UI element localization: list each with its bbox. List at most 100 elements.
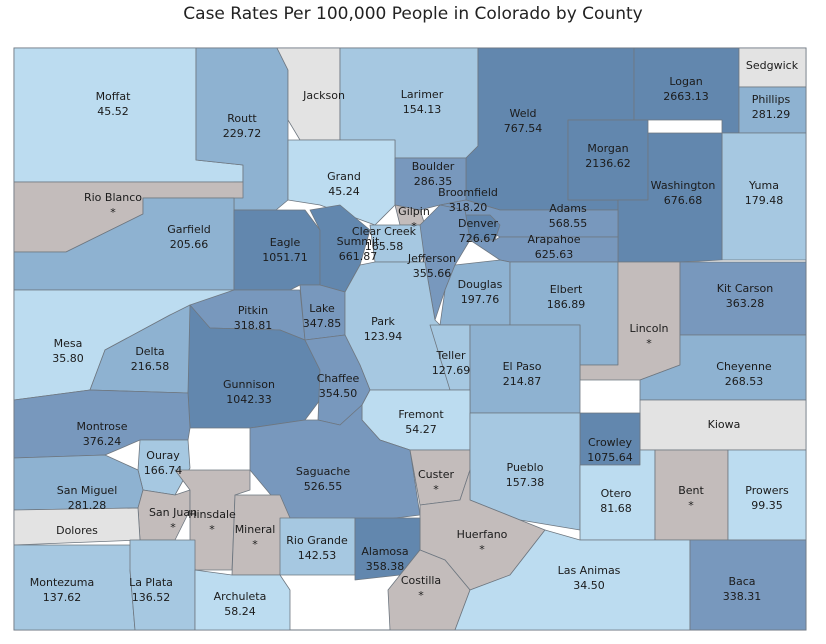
county-rate-custer: * (433, 483, 439, 496)
county-rate-las-animas: 34.50 (573, 579, 605, 592)
county-name-huerfano: Huerfano (457, 528, 508, 541)
county-rate-yuma: 179.48 (745, 194, 784, 207)
county-rate-broomfield: 318.20 (449, 201, 488, 214)
county-rate-montrose: 376.24 (83, 435, 122, 448)
map-title: Case Rates Per 100,000 People in Colorad… (183, 4, 643, 24)
county-name-bent: Bent (678, 484, 704, 497)
county-rate-el-paso: 214.87 (503, 375, 542, 388)
county-name-sedgwick: Sedgwick (746, 59, 799, 72)
county-rate-moffat: 45.52 (97, 105, 129, 118)
county-name-phillips: Phillips (752, 93, 791, 106)
county-archuleta[interactable] (194, 569, 291, 631)
county-rate-ouray: 166.74 (144, 464, 183, 477)
county-rate-boulder: 286.35 (414, 175, 453, 188)
county-rate-crowley: 1075.64 (587, 451, 633, 464)
county-name-yuma: Yuma (748, 179, 779, 192)
county-name-saguache: Saguache (296, 465, 350, 478)
county-rate-adams: 568.55 (549, 217, 588, 230)
county-name-pitkin: Pitkin (238, 304, 268, 317)
county-name-el-paso: El Paso (503, 360, 542, 373)
county-rate-summit: 661.87 (339, 250, 378, 263)
county-rate-phillips: 281.29 (752, 108, 791, 121)
county-eagle[interactable] (233, 209, 321, 291)
county-rate-jefferson: 355.66 (413, 267, 452, 280)
county-name-clear-creek: Clear Creek (352, 225, 417, 238)
county-name-moffat: Moffat (96, 90, 132, 103)
county-rate-larimer: 154.13 (403, 103, 442, 116)
county-baca[interactable] (689, 539, 807, 631)
county-name-pueblo: Pueblo (507, 461, 544, 474)
county-name-montrose: Montrose (76, 420, 127, 433)
county-rate-lincoln: * (646, 337, 652, 350)
county-name-weld: Weld (509, 107, 536, 120)
county-rate-eagle: 1051.71 (262, 251, 308, 264)
county-rate-cheyenne: 268.53 (725, 375, 764, 388)
county-rate-garfield: 205.66 (170, 238, 209, 251)
county-rate-prowers: 99.35 (751, 499, 783, 512)
county-rate-elbert: 186.89 (547, 298, 586, 311)
county-rate-routt: 229.72 (223, 127, 262, 140)
county-name-lake: Lake (309, 302, 335, 315)
county-rate-chaffee: 354.50 (319, 387, 358, 400)
county-name-las-animas: Las Animas (558, 564, 621, 577)
county-rate-gunnison: 1042.33 (226, 393, 272, 406)
county-rate-washington: 676.68 (664, 194, 703, 207)
county-name-arapahoe: Arapahoe (528, 233, 581, 246)
county-name-ouray: Ouray (146, 449, 180, 462)
county-name-cheyenne: Cheyenne (716, 360, 772, 373)
county-name-costilla: Costilla (401, 574, 441, 587)
county-rate-lake: 347.85 (303, 317, 342, 330)
county-rate-gilpin: * (411, 220, 417, 233)
county-name-grand: Grand (327, 170, 361, 183)
county-rate-saguache: 526.55 (304, 480, 343, 493)
county-name-broomfield: Broomfield (438, 186, 498, 199)
county-name-teller: Teller (435, 349, 465, 362)
county-name-morgan: Morgan (587, 142, 628, 155)
county-name-rio-blanco: Rio Blanco (84, 191, 142, 204)
county-rate-costilla: * (418, 589, 424, 602)
county-name-fremont: Fremont (398, 408, 444, 421)
county-name-lincoln: Lincoln (630, 322, 669, 335)
county-name-kit-carson: Kit Carson (717, 282, 773, 295)
county-name-larimer: Larimer (401, 88, 444, 101)
county-shapes (13, 47, 807, 631)
county-name-logan: Logan (669, 75, 702, 88)
county-grand[interactable] (287, 139, 396, 226)
county-rate-la-plata: 136.52 (132, 591, 171, 604)
county-name-la-plata: La Plata (129, 576, 173, 589)
county-name-denver: Denver (458, 217, 498, 230)
county-name-rio-grande: Rio Grande (286, 534, 348, 547)
county-rate-pueblo: 157.38 (506, 476, 545, 489)
county-rate-delta: 216.58 (131, 360, 170, 373)
county-rate-kit-carson: 363.28 (726, 297, 765, 310)
county-rate-bent: * (688, 499, 694, 512)
county-name-crowley: Crowley (588, 436, 633, 449)
county-rate-arapahoe: 625.63 (535, 248, 574, 261)
county-name-san-miguel: San Miguel (57, 484, 118, 497)
county-rate-douglas: 197.76 (461, 293, 500, 306)
county-name-hinsdale: Hinsdale (188, 508, 236, 521)
county-rate-pitkin: 318.81 (234, 319, 273, 332)
county-name-jackson: Jackson (302, 89, 345, 102)
county-rate-park: 123.94 (364, 330, 403, 343)
county-rate-san-juan: * (170, 521, 176, 534)
county-rate-san-miguel: 281.28 (68, 499, 107, 512)
county-rate-huerfano: * (479, 543, 485, 556)
county-labels: Moffat 45.52 Routt 229.72 Jackson Larimer 154.… (30, 59, 799, 618)
county-name-delta: Delta (135, 345, 164, 358)
county-name-gunnison: Gunnison (223, 378, 275, 391)
county-name-routt: Routt (227, 112, 257, 125)
county-rate-teller: 127.69 (432, 364, 471, 377)
county-name-eagle: Eagle (270, 236, 301, 249)
county-name-chaffee: Chaffee (317, 372, 360, 385)
county-rate-fremont: 54.27 (405, 423, 437, 436)
county-rate-mineral: * (252, 538, 258, 551)
county-rate-rio-blanco: * (110, 206, 116, 219)
county-rate-otero: 81.68 (600, 502, 632, 515)
county-rate-morgan: 2136.62 (585, 157, 631, 170)
county-rate-montezuma: 137.62 (43, 591, 82, 604)
county-rate-grand: 45.24 (328, 185, 360, 198)
county-name-san-juan: San Juan (149, 506, 197, 519)
county-name-washington: Washington (651, 179, 716, 192)
